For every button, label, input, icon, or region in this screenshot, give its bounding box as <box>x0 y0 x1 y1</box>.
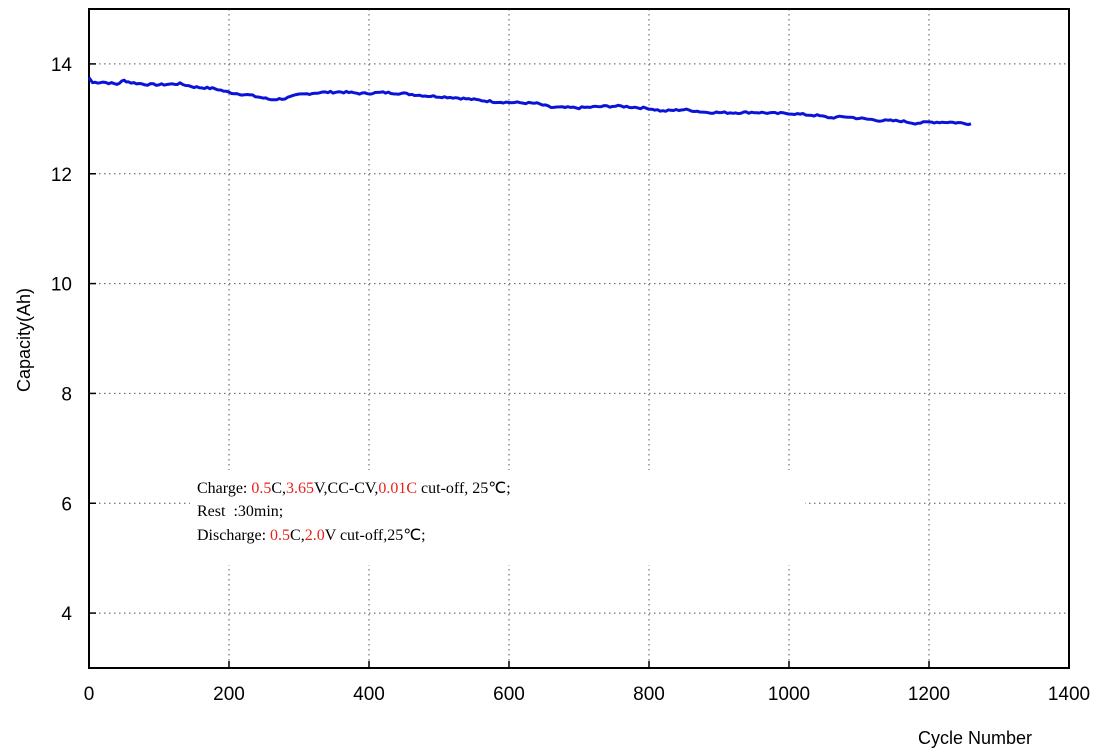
x-tick-label: 0 <box>84 684 95 705</box>
charge-cutoff: 0.01C <box>378 480 417 497</box>
x-axis-title: Cycle Number <box>918 728 1032 748</box>
x-tick-label: 400 <box>353 684 385 705</box>
x-tick-label: 1400 <box>1048 684 1090 705</box>
y-tick-label: 14 <box>51 55 73 76</box>
x-tick-label: 200 <box>213 684 245 705</box>
x-tick-label: 1000 <box>768 684 810 705</box>
annotation-box: Charge: 0.5C,3.65V,CC-CV,0.01C cut-off, … <box>190 470 805 565</box>
discharge-rate: 0.5 <box>270 527 290 544</box>
charge-rate: 0.5 <box>251 480 271 497</box>
y-tick-label: 6 <box>61 494 72 515</box>
charge-voltage: 3.65 <box>286 480 314 497</box>
capacity-series-line <box>89 78 971 125</box>
discharge-rate-unit: C, <box>290 527 305 544</box>
x-tick-label: 800 <box>633 684 665 705</box>
y-axis-title: Capacity(Ah) <box>14 288 34 392</box>
y-tick-label: 8 <box>61 384 72 405</box>
discharge-voltage: 2.0 <box>305 527 325 544</box>
charge-label: Charge: <box>197 480 247 497</box>
discharge-voltage-suffix: V cut-off,25℃; <box>325 527 426 544</box>
charge-cutoff-suffix: cut-off, 25℃; <box>417 480 511 497</box>
series-layer <box>89 78 971 125</box>
annotation-discharge: Discharge: 0.5C,2.0V cut-off,25℃; <box>197 527 426 544</box>
charge-rate-unit: C, <box>271 480 286 497</box>
y-tick-label: 10 <box>51 275 72 296</box>
annotation-charge: Charge: 0.5C,3.65V,CC-CV,0.01C cut-off, … <box>197 480 511 497</box>
discharge-label: Discharge: <box>197 527 266 544</box>
x-tick-label: 1200 <box>908 684 950 705</box>
x-tick-label: 600 <box>493 684 525 705</box>
y-tick-label: 12 <box>51 165 72 186</box>
annotation-rest: Rest :30min; <box>197 503 283 520</box>
charge-voltage-unit: V,CC-CV, <box>314 480 378 497</box>
axis-ticks: 0 200 400 600 800 1000 1200 1400 4 6 8 10 12 14 <box>51 55 1090 705</box>
y-tick-label: 4 <box>61 604 72 625</box>
